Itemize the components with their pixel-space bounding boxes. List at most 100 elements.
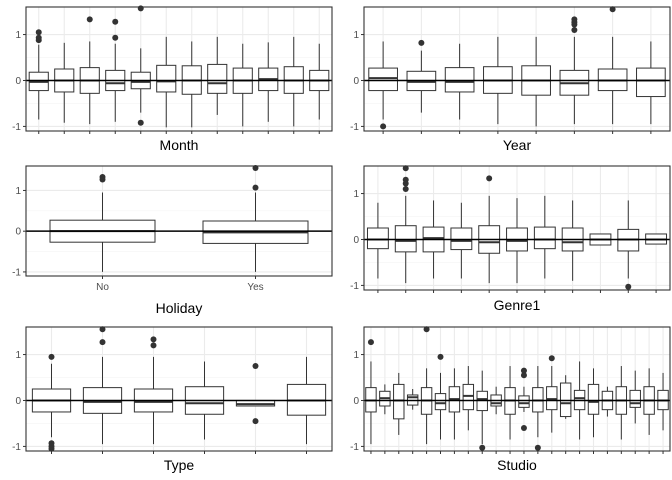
outlier-point [35, 29, 42, 36]
panel-background [26, 327, 332, 451]
outlier-point [520, 372, 527, 379]
panel-border [25, 326, 333, 452]
box-12 [518, 367, 530, 432]
box-6 [559, 16, 590, 125]
panel-holiday: -1 0 1 No Yes Holiday [12, 165, 333, 316]
y-tick-label: -1 [350, 122, 359, 133]
box-14 [546, 355, 558, 433]
x-axis-title: Studio [497, 457, 537, 473]
y-tick-label: 0 [353, 396, 359, 407]
y-tick-label: 0 [353, 235, 359, 246]
iqr-box [207, 63, 228, 94]
outlier-point [35, 37, 42, 44]
iqr-box [368, 67, 398, 92]
iqr-box [636, 67, 666, 98]
iqr-box [434, 393, 447, 411]
outlier-point [112, 18, 119, 25]
outlier-point [625, 283, 632, 290]
box-8 [462, 366, 475, 431]
y-tick-label: 1 [15, 186, 21, 197]
outlier-point [86, 16, 93, 23]
box-1 [28, 29, 49, 120]
outlier-point [486, 175, 493, 182]
y-tick-label: -1 [350, 442, 359, 453]
y-tick-label: -1 [12, 122, 21, 133]
y-tick-label: -1 [350, 281, 359, 292]
box-1 [368, 41, 398, 130]
outlier-point [252, 418, 259, 425]
outlier-point [252, 184, 259, 191]
panel-month: -1 0 1 Month [12, 5, 333, 153]
box-6 [434, 353, 447, 440]
y-tick-label: 0 [15, 396, 21, 407]
outlier-point [402, 185, 409, 192]
y-tick-label: 1 [353, 189, 359, 200]
outlier-point [418, 39, 425, 46]
outlier-point [367, 339, 374, 346]
box-2 [379, 384, 391, 415]
outlier-point [571, 26, 578, 33]
outlier-point [150, 336, 157, 343]
panel-year: -1 0 1 Year [350, 6, 671, 153]
panel-border [25, 6, 333, 132]
outlier-point [609, 6, 616, 13]
box-2 [202, 165, 309, 272]
outlier-point [99, 339, 106, 346]
outlier-point [380, 123, 387, 130]
outlier-point [48, 445, 55, 452]
y-tick-label: 0 [15, 227, 21, 238]
outlier-point [520, 367, 527, 374]
y-tick-label: -1 [12, 442, 21, 453]
outlier-point [548, 355, 555, 362]
outlier-point [520, 425, 527, 432]
panel-background [26, 7, 332, 131]
box-17 [587, 368, 600, 438]
y-tick-label: 1 [353, 350, 359, 361]
box-10 [258, 42, 279, 122]
y-tick-label: 1 [15, 30, 21, 41]
outlier-point [137, 119, 144, 126]
outlier-point [137, 5, 144, 12]
panel-studio: -1 0 1 Studio [350, 326, 671, 473]
x-tick-label: Yes [247, 282, 263, 293]
x-axis-title: Year [503, 137, 532, 153]
outlier-point [112, 34, 119, 41]
box-8 [207, 36, 228, 115]
outlier-point [48, 353, 55, 360]
y-tick-label: 1 [15, 350, 21, 361]
panel-genre1: -1 0 1 Genre1 [350, 165, 671, 313]
y-tick-label: 1 [353, 30, 359, 41]
x-axis-title: Month [160, 137, 199, 153]
panel-border [363, 326, 671, 452]
box-6 [156, 36, 177, 128]
y-tick-label: 0 [353, 76, 359, 87]
iqr-box [462, 383, 475, 411]
outlier-point [99, 326, 106, 333]
outlier-point [534, 444, 541, 451]
x-axis-title: Holiday [156, 300, 203, 316]
y-tick-label: -1 [12, 267, 21, 278]
iqr-box [393, 383, 405, 420]
outlier-point [423, 326, 430, 333]
y-tick-label: 0 [15, 76, 21, 87]
outlier-point [402, 180, 409, 187]
panel-border [363, 6, 671, 132]
outlier-point [571, 21, 578, 28]
iqr-box [629, 389, 641, 408]
x-tick-label: No [96, 282, 109, 293]
iqr-box [366, 227, 389, 250]
iqr-box [533, 226, 556, 250]
box-20 [629, 370, 641, 424]
outlier-point [99, 176, 106, 183]
iqr-box [518, 395, 530, 408]
x-axis-title: Genre1 [494, 297, 541, 313]
iqr-box [587, 383, 600, 415]
box-7 [448, 368, 461, 440]
outlier-point [252, 363, 259, 370]
panel-border [25, 165, 333, 277]
outlier-point [150, 342, 157, 349]
outlier-point [437, 353, 444, 360]
outlier-point [479, 444, 486, 451]
iqr-box [156, 64, 177, 93]
